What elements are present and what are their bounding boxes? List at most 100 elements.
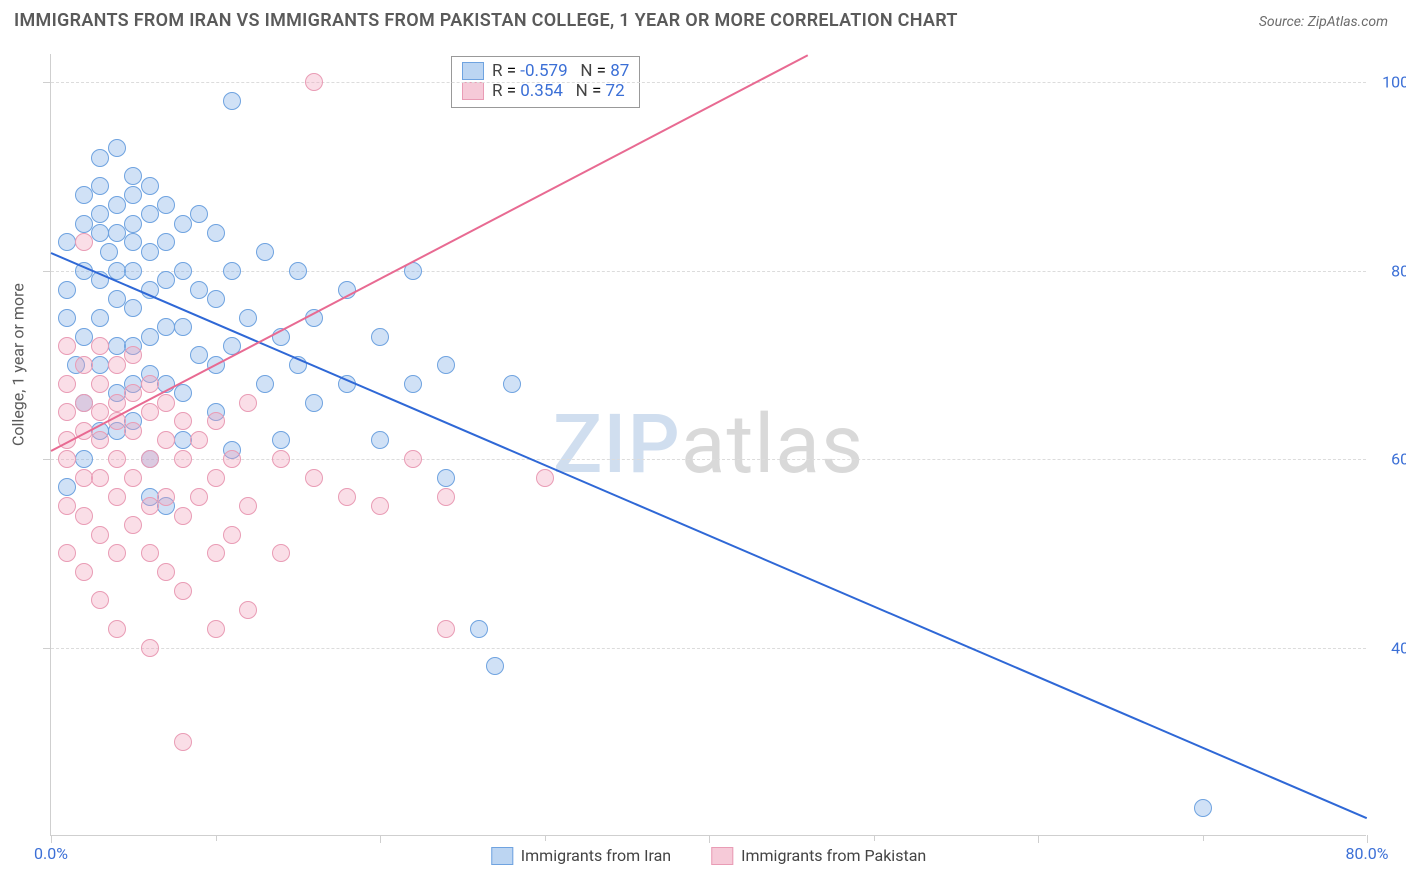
scatter-point [75,507,93,525]
scatter-point [108,620,126,638]
scatter-point [239,309,257,327]
bottom-legend-item: Immigrants from Pakistan [711,846,926,865]
y-tick [43,271,51,272]
scatter-point [404,450,422,468]
x-tick-label: 0.0% [34,844,68,863]
scatter-point [58,403,76,421]
scatter-point [470,620,488,638]
scatter-point [108,196,126,214]
x-tick [380,835,381,843]
scatter-point [174,262,192,280]
watermark: ZIPatlas [553,397,864,493]
scatter-point [58,337,76,355]
scatter-point [91,177,109,195]
y-tick-label: 80.0% [1391,261,1406,280]
scatter-point [108,290,126,308]
scatter-point [190,488,208,506]
scatter-point [272,450,290,468]
scatter-point [174,507,192,525]
chart-title: IMMIGRANTS FROM IRAN VS IMMIGRANTS FROM … [14,10,958,31]
scatter-point [338,488,356,506]
scatter-point [58,478,76,496]
y-tick [43,648,51,649]
scatter-point [141,177,159,195]
scatter-point [108,544,126,562]
legend-swatch [711,847,733,865]
scatter-point [190,281,208,299]
legend-swatch [462,82,484,100]
x-tick [709,835,710,843]
gridline-horizontal [51,648,1366,649]
scatter-point [91,591,109,609]
scatter-point [91,356,109,374]
scatter-point [157,563,175,581]
scatter-point [75,356,93,374]
scatter-point [174,412,192,430]
scatter-point [190,346,208,364]
legend-stats: R = -0.579 N = 87 [492,61,629,81]
scatter-point [124,186,142,204]
scatter-point [157,394,175,412]
scatter-point [1194,799,1212,817]
scatter-point [207,469,225,487]
scatter-point [124,516,142,534]
scatter-point [124,262,142,280]
scatter-point [256,243,274,261]
scatter-point [437,620,455,638]
scatter-point [75,469,93,487]
x-tick [51,835,52,843]
scatter-point [75,450,93,468]
scatter-point [75,186,93,204]
scatter-point [174,215,192,233]
scatter-point [124,469,142,487]
x-tick [1038,835,1039,843]
scatter-point [207,412,225,430]
scatter-point [157,431,175,449]
x-tick-minor [545,835,546,841]
legend-row: R = 0.354 N = 72 [462,81,629,101]
scatter-point [239,394,257,412]
scatter-point [141,497,159,515]
scatter-point [207,620,225,638]
scatter-point [157,233,175,251]
scatter-point [174,318,192,336]
scatter-point [75,233,93,251]
scatter-point [157,196,175,214]
scatter-point [124,422,142,440]
source-name: ZipAtlas.com [1308,14,1388,30]
scatter-point [91,403,109,421]
source-prefix: Source: [1259,14,1308,30]
x-tick [1367,835,1368,843]
scatter-point [91,149,109,167]
y-tick-label: 40.0% [1391,638,1406,657]
scatter-point [305,469,323,487]
scatter-point [124,167,142,185]
scatter-point [108,450,126,468]
scatter-point [272,431,290,449]
y-tick [43,82,51,83]
scatter-point [124,215,142,233]
scatter-point [272,544,290,562]
scatter-point [108,488,126,506]
scatter-point [157,488,175,506]
scatter-point [141,205,159,223]
scatter-point [141,375,159,393]
y-axis-label: College, 1 year or more [9,283,28,446]
scatter-point [141,450,159,468]
scatter-point [371,431,389,449]
y-tick-label: 100.0% [1382,73,1406,92]
scatter-point [124,299,142,317]
series-legend: Immigrants from IranImmigrants from Paki… [491,846,926,865]
scatter-point [141,544,159,562]
x-tick-minor [874,835,875,841]
scatter-point [437,356,455,374]
scatter-point [207,290,225,308]
scatter-point [190,431,208,449]
legend-swatch [462,62,484,80]
scatter-point [289,262,307,280]
x-tick-minor [216,835,217,841]
trend-line [51,252,1368,819]
scatter-point [124,233,142,251]
scatter-point [207,544,225,562]
scatter-point [75,563,93,581]
